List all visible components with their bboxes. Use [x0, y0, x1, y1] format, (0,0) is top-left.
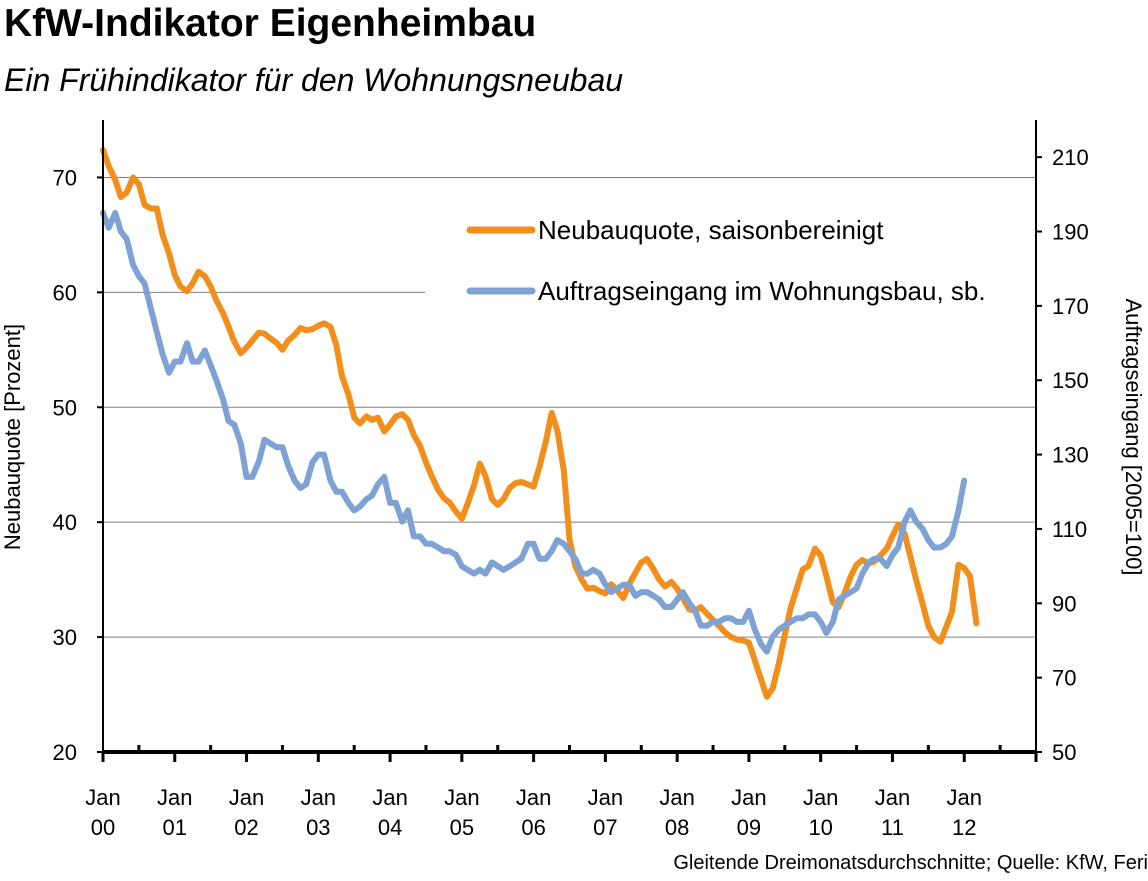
series-line-auftragseingang — [100, 209, 968, 655]
x-tick-label-year: 08 — [665, 815, 689, 840]
chart-subtitle: Ein Frühindikator für den Wohnungsneubau — [4, 62, 624, 98]
x-tick-label-year: 00 — [91, 815, 115, 840]
legend: Neubauquote, saisonbereinigt Auftragsein… — [466, 215, 986, 306]
x-tick-label-month: Jan — [444, 785, 479, 810]
x-tick-label-year: 10 — [808, 815, 832, 840]
y-axis-label-right: Auftragseingang [2005=100] — [1121, 298, 1146, 575]
x-tick-label-year: 11 — [881, 815, 904, 840]
y-tick-label-left: 30 — [53, 625, 77, 650]
x-tick-label-year: 09 — [737, 815, 761, 840]
axes: 20 30 40 50 60 70 50 70 90 110 130 150 170 190 210 Jan 0… — [53, 120, 1089, 840]
x-tick-label-month: Jan — [803, 785, 838, 810]
y-tick-label-right: 170 — [1052, 294, 1089, 319]
y-tick-label-left: 60 — [53, 280, 77, 305]
x-tick-label-month: Jan — [85, 785, 120, 810]
x-tick-label-year: 02 — [234, 815, 258, 840]
x-tick-label-year: 01 — [163, 815, 187, 840]
x-tick-label-year: 07 — [593, 815, 617, 840]
y-tick-label-right: 190 — [1052, 220, 1089, 245]
y-tick-label-right: 50 — [1052, 740, 1076, 765]
x-tick-label-month: Jan — [588, 785, 623, 810]
y-tick-label-right: 70 — [1052, 666, 1076, 691]
x-tick-label-month: Jan — [372, 785, 407, 810]
x-tick-label-year: 04 — [378, 815, 402, 840]
y-tick-label-left: 40 — [53, 510, 77, 535]
x-tick-label-month: Jan — [229, 785, 264, 810]
series-line-neubauquote — [100, 146, 980, 700]
y-tick-label-right: 130 — [1052, 443, 1089, 468]
y-tick-label-left: 70 — [53, 165, 77, 190]
x-tick-label-month: Jan — [516, 785, 551, 810]
x-tick-label-month: Jan — [659, 785, 694, 810]
y-tick-label-right: 90 — [1052, 591, 1076, 616]
y-axis-label-left: Neubauquote [Prozent] — [0, 324, 25, 550]
y-tick-label-left: 20 — [53, 740, 77, 765]
x-tick-label-year: 12 — [952, 815, 976, 840]
chart-footnote: Gleitende Dreimonatsdurchschnitte; Quell… — [673, 852, 1148, 874]
x-tick-label-year: 05 — [450, 815, 474, 840]
x-tick-label-month: Jan — [301, 785, 336, 810]
x-tick-label-year: 03 — [306, 815, 330, 840]
x-tick-label-month: Jan — [157, 785, 192, 810]
x-tick-label-month: Jan — [946, 785, 981, 810]
y-tick-label-right: 110 — [1052, 517, 1087, 542]
x-tick-label-month: Jan — [731, 785, 766, 810]
x-tick-label-year: 06 — [521, 815, 545, 840]
legend-label-neubauquote: Neubauquote, saisonbereinigt — [538, 215, 884, 245]
grid-lines — [103, 176, 1036, 638]
x-tick-label-month: Jan — [875, 785, 910, 810]
y-tick-label-right: 150 — [1052, 368, 1089, 393]
y-tick-label-left: 50 — [53, 395, 77, 420]
legend-label-auftragseingang: Auftragseingang im Wohnungsbau, sb. — [538, 276, 986, 306]
chart-title: KfW-Indikator Eigenheimbau — [4, 2, 537, 45]
y-tick-label-right: 210 — [1052, 145, 1089, 170]
series-lines — [100, 146, 980, 700]
